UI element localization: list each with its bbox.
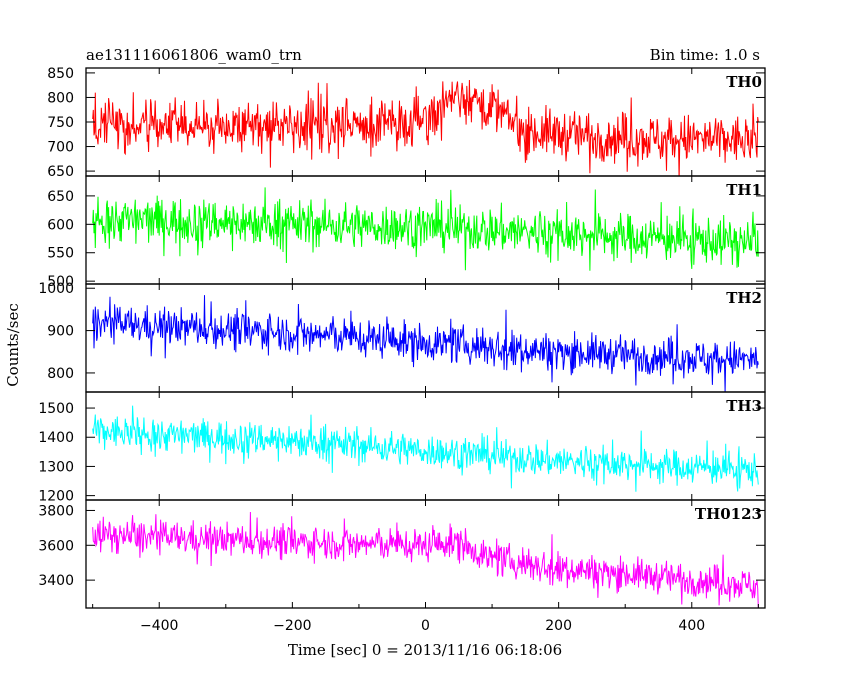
y-tick-label: 550 [47,246,74,262]
y-tick-label: 800 [47,90,74,106]
x-axis-label: Time [sec] 0 = 2013/11/16 06:18:06 [288,641,562,659]
panel-label: TH0 [726,73,762,91]
panel-th3: 1200 1300 1400 1500 TH3 [38,391,766,505]
panel-frame [85,67,766,177]
x-tick-label: 400 [678,618,705,634]
y-tick-label: 600 [47,217,74,233]
y-tick-label: 3400 [38,573,74,589]
y-tick-label: 800 [47,366,74,382]
x-tick-label: −200 [273,618,311,634]
panel-frame [85,499,766,609]
y-tick-label: 650 [47,164,74,180]
chart-title: ae131116061806_wam0_trn [86,46,302,64]
y-tick-label: 1200 [38,489,74,505]
panel-label: TH1 [726,181,762,199]
bin-time-label: Bin time: 1.0 s [650,46,760,64]
y-tick-label: 700 [47,140,74,156]
panel-frame [85,283,766,393]
panel-th0123: 3400 3600 3800 TH0123 [38,499,766,609]
y-tick-label: 850 [47,66,74,82]
panel-frame [85,391,766,501]
panel-label: TH0123 [695,505,762,523]
x-tick-label: −400 [140,618,178,634]
panel-label: TH3 [726,397,762,415]
y-tick-label: 500 [47,274,74,290]
y-tick-label: 750 [47,115,74,131]
panel-label: TH2 [726,289,762,307]
x-tick-label: 200 [545,618,572,634]
y-tick-label: 1400 [38,430,74,446]
series-line-th1 [92,187,759,271]
y-tick-label: 3600 [38,538,74,554]
series-line-th0 [92,79,759,176]
series-line-th2 [92,295,759,392]
panel-th1: 500 550 600 650 TH1 [47,175,766,290]
series-line-th3 [92,405,759,492]
panel-th0: 650 700 750 800 850 TH0 [47,66,766,180]
panel-th2: 800 900 1000 TH2 [38,281,766,393]
series-line-th0123 [92,511,759,608]
y-axis-label: Counts/sec [4,303,22,387]
y-tick-label: 650 [47,189,74,205]
panels-group: 650 700 750 800 850 TH0 500 550 600 650 TH1 800 900 1… [38,66,766,609]
x-tick-label: 0 [421,618,430,634]
y-tick-label: 1500 [38,401,74,417]
y-tick-label: 3800 [38,503,74,519]
x-axis: −400 −200 0 200 400 [92,604,759,634]
y-tick-label: 1300 [38,459,74,475]
y-tick-label: 1000 [38,281,74,297]
y-tick-label: 900 [47,324,74,340]
